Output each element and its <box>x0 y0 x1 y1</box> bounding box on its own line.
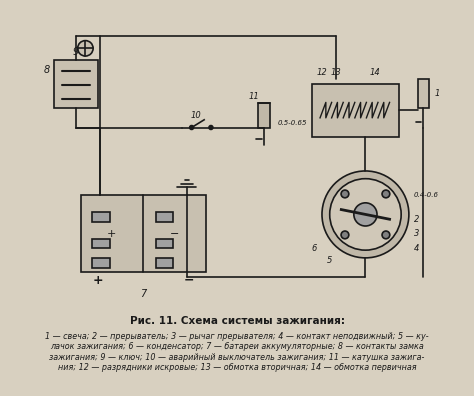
Circle shape <box>354 203 377 226</box>
Text: 7: 7 <box>140 289 146 299</box>
Text: 1: 1 <box>434 89 439 98</box>
Text: 3: 3 <box>414 229 419 238</box>
Text: 6: 6 <box>312 244 317 253</box>
Text: 11: 11 <box>249 92 260 101</box>
Text: 0.5-0.65: 0.5-0.65 <box>278 120 307 126</box>
Text: 1 — свеча; 2 — прерыватель; 3 — рычаг прерывателя; 4 — контакт неподвижный; 5 — : 1 — свеча; 2 — прерыватель; 3 — рычаг пр… <box>45 331 429 341</box>
Text: 12: 12 <box>317 68 328 77</box>
Text: +: + <box>92 274 103 287</box>
Text: 2: 2 <box>414 215 419 224</box>
Circle shape <box>330 179 401 250</box>
Text: 5: 5 <box>327 256 332 265</box>
Text: −: − <box>183 274 194 287</box>
Text: 4: 4 <box>414 244 419 253</box>
Circle shape <box>382 190 390 198</box>
Text: +: + <box>107 229 116 239</box>
Bar <box>156 258 173 268</box>
Bar <box>55 60 98 108</box>
Bar <box>312 84 399 137</box>
Bar <box>92 238 109 248</box>
Bar <box>92 213 109 222</box>
Text: 10: 10 <box>191 111 202 120</box>
Text: ния; 12 — разрядники искровые; 13 — обмотка вторичная; 14 — обмотка первичная: ния; 12 — разрядники искровые; 13 — обмо… <box>58 364 416 373</box>
Text: Рис. 11. Схема системы зажигания:: Рис. 11. Схема системы зажигания: <box>129 316 345 326</box>
Circle shape <box>190 126 193 129</box>
Circle shape <box>322 171 409 258</box>
Circle shape <box>341 190 349 198</box>
Bar <box>81 195 206 272</box>
Circle shape <box>341 231 349 239</box>
Bar <box>418 79 429 108</box>
Circle shape <box>78 41 93 56</box>
Bar <box>258 103 270 128</box>
Text: 8: 8 <box>44 65 50 74</box>
Text: −: − <box>170 229 179 239</box>
Text: 13: 13 <box>331 68 342 77</box>
Bar <box>92 258 109 268</box>
Text: 9: 9 <box>73 47 79 57</box>
Bar <box>156 238 173 248</box>
Circle shape <box>209 126 213 129</box>
Text: 14: 14 <box>370 68 381 77</box>
Text: 0.4-0.6: 0.4-0.6 <box>414 192 439 198</box>
Bar <box>156 213 173 222</box>
Text: зажигания; 9 — ключ; 10 — аварийный выключатель зажигания; 11 — катушка зажига-: зажигания; 9 — ключ; 10 — аварийный выкл… <box>49 353 425 362</box>
Circle shape <box>382 231 390 239</box>
Text: лачок зажигания; 6 — конденсатор; 7 — батареи аккумуляторные; 8 — контакты замка: лачок зажигания; 6 — конденсатор; 7 — ба… <box>50 342 424 351</box>
